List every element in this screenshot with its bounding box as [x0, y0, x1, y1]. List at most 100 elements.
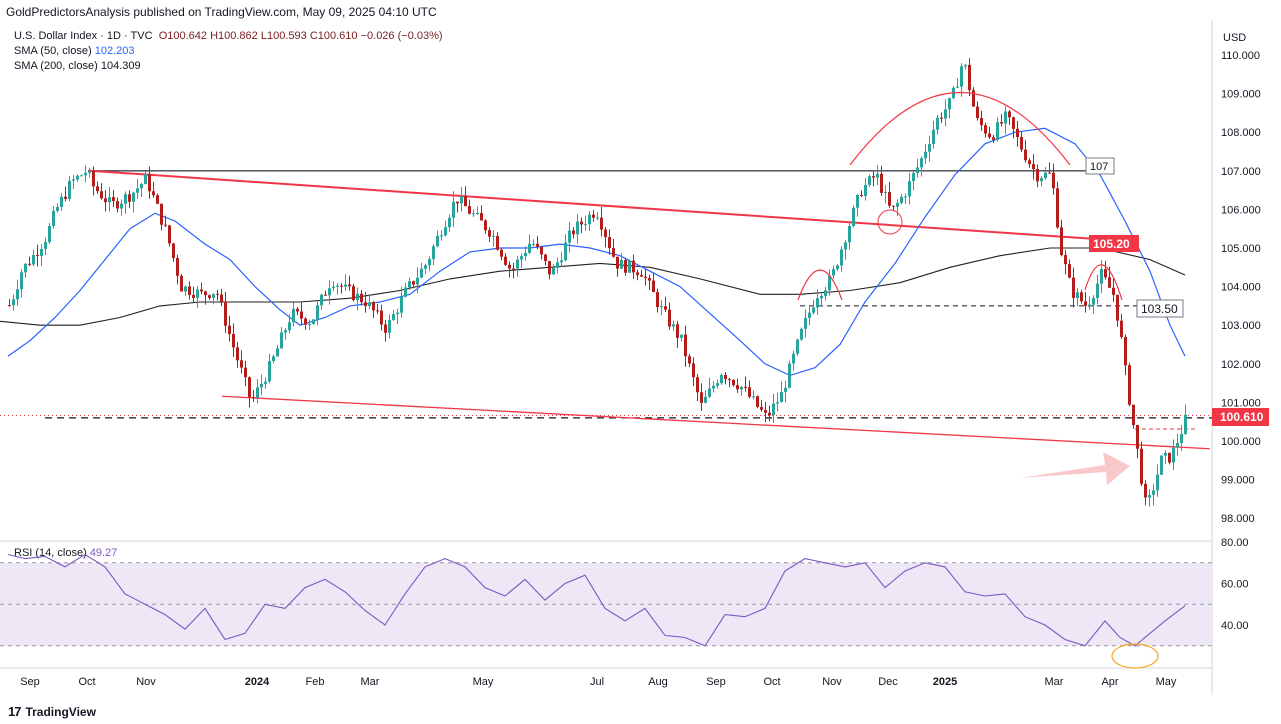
price-axis[interactable]: USD 110.000 109.000 108.000 107.000 106.000 1…: [1221, 32, 1261, 525]
candle-body: [292, 308, 295, 323]
candle-body: [28, 263, 31, 265]
candle-body: [108, 197, 111, 203]
last-price-label: 100.610: [1220, 410, 1264, 424]
candle-body: [132, 192, 135, 202]
time-tick-label: May: [1156, 676, 1177, 688]
candle-body: [172, 243, 175, 258]
candle-body: [836, 265, 839, 270]
candle-body: [780, 391, 783, 403]
candle-body: [848, 226, 851, 243]
candle-body: [624, 260, 627, 273]
candle-body: [660, 306, 663, 308]
price-tick-label: 100.000: [1221, 436, 1261, 448]
candle-body: [1160, 455, 1163, 475]
candle-body: [964, 64, 967, 67]
candle-body: [192, 294, 195, 298]
sma200-row[interactable]: SMA (200, close) 104.309: [14, 59, 443, 74]
candle-body: [164, 224, 167, 226]
dome-arc: [849, 91, 1071, 166]
candle-body: [144, 174, 147, 185]
small-arc-left: [797, 269, 843, 301]
candle-body: [328, 288, 331, 296]
candle-body: [344, 284, 347, 287]
candle-body: [480, 212, 483, 221]
candle-body: [196, 289, 199, 298]
level-107-label: 107: [1090, 161, 1108, 173]
level-105-box: [1089, 235, 1139, 252]
candle-body: [112, 197, 115, 202]
candle-body: [432, 246, 435, 260]
candles-group: [8, 58, 1187, 507]
candle-body: [1172, 447, 1175, 463]
time-tick-label: Feb: [306, 676, 325, 688]
candle-body: [716, 383, 719, 386]
close-value: C100.610: [309, 30, 358, 42]
sma50-row[interactable]: SMA (50, close) 102.203: [14, 44, 443, 59]
candle-body: [652, 280, 655, 293]
candle-body: [140, 184, 143, 189]
sma50-label: SMA (50, close): [14, 45, 92, 57]
candle-body: [64, 196, 67, 199]
candle-body: [1044, 172, 1047, 179]
candle-body: [992, 137, 995, 140]
candle-body: [1092, 297, 1095, 305]
rsi-axis[interactable]: 80.00 60.00 40.00: [1221, 537, 1249, 632]
candle-body: [816, 298, 819, 308]
candle-body: [452, 201, 455, 218]
candle-body: [908, 181, 911, 197]
candle-body: [996, 122, 999, 140]
price-tick-label: 98.000: [1221, 513, 1255, 525]
candle-body: [48, 225, 51, 243]
candle-body: [892, 205, 895, 207]
candle-body: [20, 272, 23, 290]
rsi-band-group: [0, 562, 1212, 647]
candle-body: [1108, 277, 1111, 288]
candle-body: [868, 176, 871, 185]
candle-body: [960, 66, 963, 87]
candle-body: [52, 210, 55, 226]
candle-body: [884, 192, 887, 194]
time-tick-label: 2025: [933, 676, 957, 688]
time-axis[interactable]: Sep Oct Nov 2024 Feb Mar May Jul Aug Sep Oct Nov Dec…: [20, 676, 1177, 688]
time-tick-label: Jul: [590, 676, 604, 688]
rsi-tick-label: 60.00: [1221, 579, 1249, 591]
candle-body: [636, 272, 639, 276]
time-tick-label: Mar: [1045, 676, 1064, 688]
candle-body: [844, 242, 847, 250]
candle-body: [1140, 448, 1143, 484]
candle-body: [724, 374, 727, 380]
candle-body: [1180, 433, 1183, 444]
candle-body: [488, 230, 491, 237]
candle-body: [456, 201, 459, 204]
candle-body: [460, 196, 463, 204]
candle-body: [384, 324, 387, 333]
candle-body: [516, 259, 519, 269]
candle-body: [540, 246, 543, 255]
candle-body: [948, 98, 951, 110]
candle-body: [464, 196, 467, 207]
sma50-line: [7, 127, 1186, 377]
footer-brand[interactable]: 17 TradingView: [8, 704, 96, 719]
time-tick-label: Apr: [1101, 676, 1118, 688]
candle-body: [368, 302, 371, 307]
sma50-value: 102.203: [94, 45, 135, 57]
candle-body: [236, 347, 239, 361]
candle-body: [24, 263, 27, 273]
candle-body: [120, 203, 123, 209]
candle-body: [1100, 269, 1103, 284]
candle-body: [604, 229, 607, 238]
symbol-label[interactable]: U.S. Dollar Index · 1D · TVC: [14, 30, 153, 42]
candle-body: [324, 294, 327, 296]
candle-body: [244, 367, 247, 378]
rsi-legend[interactable]: RSI (14, close) 49.27: [14, 547, 117, 559]
candle-body: [824, 290, 827, 296]
candle-body: [416, 277, 419, 285]
candle-body: [400, 296, 403, 313]
candle-body: [348, 284, 351, 287]
candle-body: [136, 188, 139, 193]
candle-body: [644, 276, 647, 279]
candle-body: [492, 235, 495, 237]
candle-body: [680, 334, 683, 338]
candle-body: [1176, 443, 1179, 448]
